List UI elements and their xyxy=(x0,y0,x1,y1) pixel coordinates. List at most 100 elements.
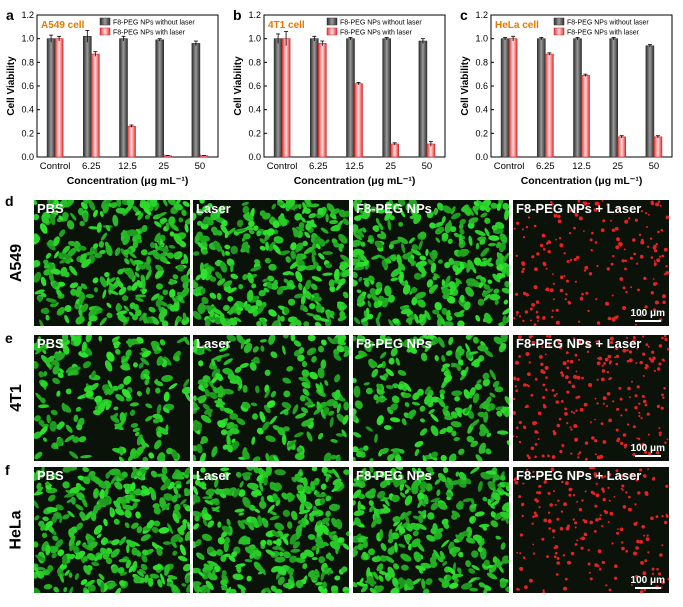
dead-cell xyxy=(533,285,538,290)
dead-cell xyxy=(609,377,612,380)
live-cell xyxy=(148,452,155,459)
live-cell xyxy=(368,575,375,587)
live-cell xyxy=(441,539,450,548)
live-cell xyxy=(59,345,67,349)
live-cell xyxy=(223,358,233,365)
dead-cell xyxy=(587,309,590,313)
live-cell xyxy=(442,405,449,413)
bar-with-laser xyxy=(581,75,590,158)
live-cell xyxy=(173,233,182,244)
dead-cell xyxy=(565,293,568,296)
live-cell xyxy=(90,512,97,522)
live-cell xyxy=(103,537,108,544)
live-cell xyxy=(398,479,407,485)
dead-cell xyxy=(615,354,620,358)
live-cell xyxy=(390,587,399,593)
dead-cell xyxy=(635,478,639,482)
live-cell xyxy=(357,543,364,551)
live-cell xyxy=(458,223,464,230)
live-cell xyxy=(223,304,230,311)
micrograph-label: PBS xyxy=(37,468,64,483)
live-cell xyxy=(125,539,136,548)
dead-cell xyxy=(583,532,588,537)
dead-cell xyxy=(624,446,627,449)
live-cell xyxy=(227,296,234,302)
live-cell xyxy=(375,281,383,289)
live-cell xyxy=(327,531,335,541)
dead-cell xyxy=(646,226,648,228)
live-cell xyxy=(194,234,200,244)
live-cell xyxy=(75,406,82,412)
micrograph-label: F8-PEG NPs + Laser xyxy=(516,336,642,351)
live-cell xyxy=(93,504,102,511)
live-cell xyxy=(502,307,509,315)
live-cell xyxy=(389,468,397,476)
live-cell xyxy=(242,449,250,460)
live-cell xyxy=(304,279,312,290)
live-cell xyxy=(135,511,141,519)
live-cell xyxy=(353,239,362,248)
y-tick-label: 0.2 xyxy=(21,128,34,138)
micrograph-a549-1: Laser xyxy=(193,200,349,326)
live-cell xyxy=(477,480,483,492)
dead-cell xyxy=(545,288,548,291)
dead-cell xyxy=(604,510,608,515)
live-cell xyxy=(418,240,423,251)
live-cell xyxy=(315,303,322,313)
live-cell xyxy=(250,516,258,524)
dead-cell xyxy=(624,408,628,412)
live-cell xyxy=(416,335,424,346)
live-cell xyxy=(277,576,285,586)
live-cell xyxy=(111,539,120,546)
live-cell xyxy=(279,408,290,415)
live-cell xyxy=(505,586,509,593)
live-cell xyxy=(395,357,401,366)
x-tick-label: 12.5 xyxy=(345,161,364,172)
dead-cell xyxy=(572,337,576,340)
live-cell xyxy=(287,282,296,288)
live-cell xyxy=(493,336,504,345)
live-cell xyxy=(495,257,501,266)
live-cell xyxy=(255,549,262,557)
live-cell xyxy=(487,279,493,284)
live-cell xyxy=(469,516,474,523)
live-cell xyxy=(471,564,480,571)
dead-cell xyxy=(523,383,527,387)
live-cell xyxy=(120,356,130,363)
chart-hela: c 0.0 0.2 0.4 0.6 0.8 1.0 1.2 Cell Viability Cont… xyxy=(454,0,681,195)
scale-bar-label: 100 μm xyxy=(630,443,665,454)
live-cell xyxy=(477,411,487,418)
live-cell xyxy=(135,446,144,456)
dead-cell xyxy=(614,564,618,568)
dead-cell xyxy=(643,534,646,537)
live-cell xyxy=(209,276,217,282)
dead-cell xyxy=(557,400,560,403)
live-cell xyxy=(40,380,48,388)
bar-with-laser xyxy=(653,136,663,158)
live-cell xyxy=(136,336,144,344)
live-cell xyxy=(263,404,271,414)
live-cell xyxy=(310,283,318,291)
live-cell xyxy=(193,310,202,320)
dead-cell xyxy=(658,572,662,576)
live-cell xyxy=(62,467,73,473)
live-cell xyxy=(316,265,322,272)
live-cell xyxy=(212,506,221,512)
live-cell xyxy=(405,533,412,541)
live-cell xyxy=(492,380,500,388)
live-cell xyxy=(484,217,491,224)
dead-cell xyxy=(588,571,591,574)
live-cell xyxy=(156,454,165,461)
live-cell xyxy=(309,371,319,380)
dead-cell xyxy=(583,269,587,272)
dead-cell xyxy=(522,482,525,485)
live-cell xyxy=(446,426,453,433)
live-cell xyxy=(472,336,479,344)
dead-cell xyxy=(664,520,668,525)
dead-cell xyxy=(658,431,661,434)
live-cell xyxy=(353,258,359,267)
live-cell xyxy=(156,404,162,415)
y-tick-label: 0.2 xyxy=(475,128,488,138)
legend-swatch xyxy=(99,27,111,36)
live-cell xyxy=(390,474,397,482)
